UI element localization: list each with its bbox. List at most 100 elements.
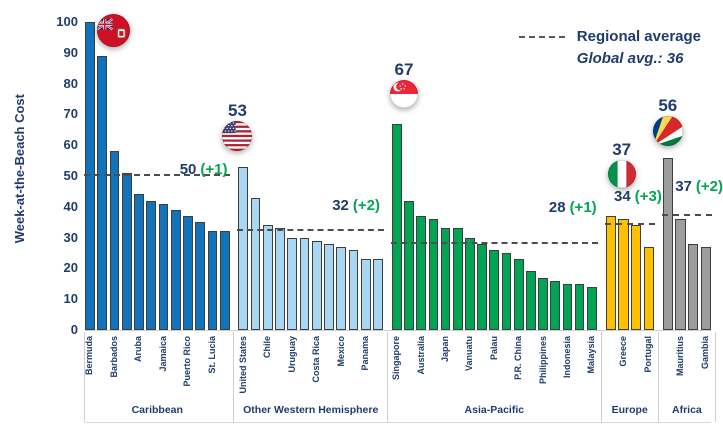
y-tick-label: 50 — [63, 168, 78, 183]
country-label-mauritius: Mauritius — [675, 336, 686, 377]
bar-st-lucia — [207, 231, 218, 330]
country-label-slot: Palau — [489, 332, 499, 398]
y-tick-label: 20 — [63, 260, 78, 276]
regional-average-line-other-western-hemisphere — [237, 229, 384, 232]
country-label-slot — [146, 332, 156, 398]
country-label-slot — [171, 332, 181, 398]
country-label-united-states: United States — [237, 336, 248, 394]
country-label-slot: Philippines — [538, 332, 548, 398]
bar-panama — [360, 259, 371, 330]
country-label-slot — [97, 332, 107, 398]
bar-barbados — [109, 151, 120, 330]
country-label-slot: Uruguay — [287, 332, 297, 398]
leader-value-africa: 56 — [658, 95, 678, 115]
category-band: Bermuda Barbados Aruba Jamaica Puerto Rico St… — [83, 332, 717, 423]
country-label-slot: Mexico — [336, 332, 346, 398]
bar-portugal — [643, 246, 654, 330]
region-name-caribbean: Caribbean — [131, 404, 183, 416]
country-label-p-r-china: P.R. China — [513, 336, 524, 380]
region-africa: 37 (+2) 56 — [652, 22, 723, 330]
region-name-asia-pacific: Asia-Pacific — [464, 404, 525, 416]
y-tick-label: 90 — [63, 44, 78, 60]
country-label-slot: St. Lucia — [207, 332, 218, 398]
country-label-slot — [631, 332, 641, 398]
bar-mauritius — [675, 219, 686, 330]
region-asia-pacific: 28 (+1) 67 — [389, 22, 598, 330]
country-label-slot — [550, 332, 560, 398]
bar-aruba — [134, 194, 144, 330]
country-label-slot: Barbados — [109, 332, 120, 398]
region-other-western-hemisphere: 32 (+2) 53 — [222, 22, 384, 330]
bar — [121, 172, 132, 330]
bar — [526, 271, 536, 330]
bar-malaysia — [586, 286, 597, 330]
avg-number: 34 — [614, 188, 631, 205]
band-col-caribbean: Bermuda Barbados Aruba Jamaica Puerto Rico St… — [83, 332, 229, 422]
y-tick-label: 0 — [70, 322, 78, 337]
bar-jamaica — [158, 203, 169, 330]
avg-delta: (+1) — [200, 161, 228, 178]
bar-chile — [262, 225, 273, 330]
country-label-slot — [606, 332, 616, 398]
country-label-slot — [275, 332, 285, 398]
regional-average-legend-label: Regional average — [576, 28, 701, 45]
plot-area: 50 (+1) 32 (+2) 53 28 (+1) 67 34 (+3) 37 37 (+2) 56 — [84, 14, 723, 330]
country-label-row-caribbean: Bermuda Barbados Aruba Jamaica Puerto Rico St… — [84, 332, 229, 398]
x-axis-line — [85, 330, 711, 331]
avg-number: 32 — [332, 197, 349, 214]
country-label-slot — [251, 332, 261, 398]
bar — [688, 243, 699, 330]
bar-palau — [489, 249, 500, 330]
bar — [605, 216, 616, 330]
bar-bermuda — [85, 22, 95, 330]
leader-value-asia-pacific: 67 — [394, 59, 414, 79]
region-caribbean: 50 (+1) — [84, 14, 231, 330]
country-label-slot: Vanuatu — [464, 332, 475, 398]
bar-costa-rica — [311, 240, 322, 330]
regional-average-value-other-western-hemisphere: 32 (+2) — [332, 197, 380, 214]
country-label-costa-rica: Costa Rica — [311, 336, 322, 383]
bar — [574, 283, 585, 330]
regional-average-value-asia-pacific: 28 (+1) — [549, 199, 597, 216]
region-europe: 34 (+3) 37 — [604, 22, 662, 330]
country-label-slot: Aruba — [133, 332, 144, 398]
bar — [348, 249, 359, 330]
country-label-slot: Puerto Rico — [182, 332, 193, 398]
country-label-uruguay: Uruguay — [286, 336, 297, 373]
y-tick-label: 100 — [56, 14, 78, 29]
leader-value-europe: 37 — [612, 140, 632, 160]
country-label-row-europe: Greece Portugal — [606, 332, 654, 398]
country-label-slot — [373, 332, 383, 398]
country-label-jamaica: Jamaica — [157, 336, 168, 372]
country-label-slot — [324, 332, 334, 398]
country-label-slot — [453, 332, 463, 398]
region-name-other-western-hemisphere: Other Western Hemisphere — [243, 404, 379, 416]
bar — [477, 243, 487, 330]
country-label-slot: Jamaica — [157, 332, 169, 398]
country-label-row-other-western-hemisphere: United States Chile Uruguay Costa Rica Mexic… — [238, 332, 382, 398]
leader-value-other-western-hemisphere: 53 — [228, 100, 247, 120]
bar — [404, 200, 414, 330]
avg-delta: (+2) — [352, 197, 380, 214]
country-label-slot: Chile — [262, 332, 273, 398]
bar — [550, 280, 561, 330]
band-col-other-western-hemisphere: United States Chile Uruguay Costa Rica Mexic… — [233, 332, 382, 422]
bar-uruguay — [287, 237, 298, 330]
regional-average-value-africa: 37 (+2) — [675, 178, 723, 195]
global-average-note: Global avg.: 36 — [576, 50, 684, 67]
country-label-slot: Greece — [618, 332, 628, 398]
bar — [146, 200, 156, 330]
country-label-indonesia: Indonesia — [561, 336, 572, 379]
y-tick-label: 10 — [63, 291, 78, 307]
italy-flag-icon — [607, 160, 636, 189]
bar — [662, 157, 673, 330]
country-label-palau: Palau — [488, 336, 499, 361]
country-label-malaysia: Malaysia — [586, 336, 597, 374]
bar — [275, 228, 285, 330]
bar — [219, 231, 230, 330]
country-label-aruba: Aruba — [133, 336, 144, 363]
avg-delta: (+3) — [634, 188, 662, 205]
bar-vanuatu — [465, 237, 475, 330]
country-label-slot — [688, 332, 698, 398]
country-label-slot: Gambia — [700, 332, 711, 398]
